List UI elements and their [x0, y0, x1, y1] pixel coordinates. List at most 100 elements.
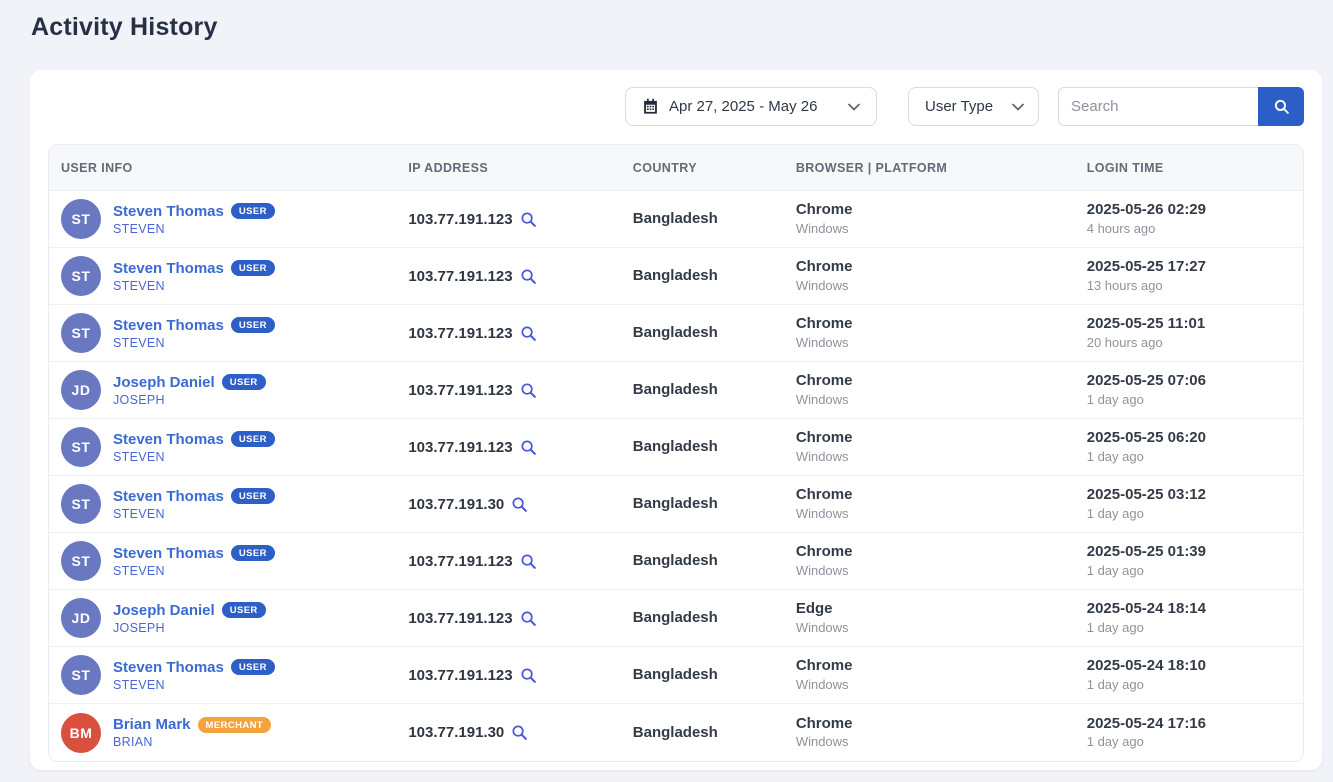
- activity-history-card: Apr 27, 2025 - May 26 User Type USER INF…: [30, 70, 1322, 770]
- platform: Windows: [795, 220, 849, 236]
- user-info-cell: ST Steven Thomas USER STEVEN: [49, 199, 396, 239]
- user-info-cell: JD Joseph Daniel USER JOSEPH: [49, 598, 396, 638]
- country: Bangladesh: [632, 552, 718, 569]
- ip-address-cell: 103.77.191.30: [396, 724, 620, 741]
- login-time: 2025-05-25 11:01: [1086, 315, 1206, 333]
- country: Bangladesh: [632, 609, 718, 626]
- country-cell: Bangladesh: [621, 552, 784, 570]
- ip-lookup-icon[interactable]: [520, 610, 537, 627]
- relative-time: 1 day ago: [1086, 391, 1144, 407]
- browser-platform-cell: Chrome Windows: [784, 257, 1075, 294]
- ip-lookup-icon[interactable]: [520, 667, 537, 684]
- user-name-link[interactable]: Steven Thomas: [113, 544, 224, 562]
- ip-lookup-icon[interactable]: [520, 382, 537, 399]
- avatar: ST: [61, 256, 101, 296]
- user-name-link[interactable]: Steven Thomas: [113, 202, 224, 220]
- user-type-select[interactable]: User Type: [908, 87, 1039, 126]
- username: STEVEN: [113, 506, 165, 521]
- page-title: Activity History: [31, 13, 218, 41]
- ip-lookup-icon[interactable]: [511, 496, 528, 513]
- platform: Windows: [795, 448, 849, 464]
- ip-address-cell: 103.77.191.123: [396, 325, 620, 342]
- login-time-cell: 2025-05-25 11:01 20 hours ago: [1075, 314, 1303, 351]
- browser-platform-cell: Chrome Windows: [784, 200, 1075, 237]
- login-time-cell: 2025-05-25 07:06 1 day ago: [1075, 371, 1303, 408]
- country-cell: Bangladesh: [621, 267, 784, 285]
- ip-address-cell: 103.77.191.30: [396, 496, 620, 513]
- calendar-icon: [642, 98, 659, 115]
- country-cell: Bangladesh: [621, 609, 784, 627]
- ip-lookup-icon[interactable]: [520, 325, 537, 342]
- user-name-link[interactable]: Steven Thomas: [113, 259, 224, 277]
- country-cell: Bangladesh: [621, 438, 784, 456]
- login-time: 2025-05-25 17:27: [1086, 258, 1206, 276]
- ip-address: 103.77.191.123: [408, 267, 513, 285]
- country-cell: Bangladesh: [621, 381, 784, 399]
- ip-address: 103.77.191.123: [408, 210, 513, 228]
- role-badge: USER: [230, 317, 275, 333]
- relative-time: 1 day ago: [1086, 734, 1144, 750]
- ip-lookup-icon[interactable]: [520, 211, 537, 228]
- browser-platform-cell: Edge Windows: [784, 599, 1075, 636]
- ip-address: 103.77.191.123: [408, 666, 513, 684]
- user-name-link[interactable]: Steven Thomas: [113, 487, 224, 505]
- ip-address: 103.77.191.30: [408, 724, 505, 741]
- activity-table: USER INFO IP ADDRESS COUNTRY BROWSER | P…: [48, 144, 1304, 762]
- date-range-label: Apr 27, 2025 - May 26: [669, 98, 818, 115]
- country: Bangladesh: [632, 210, 718, 227]
- table-header-row: USER INFO IP ADDRESS COUNTRY BROWSER | P…: [49, 145, 1303, 191]
- login-time-cell: 2025-05-25 03:12 1 day ago: [1075, 485, 1303, 522]
- ip-address: 103.77.191.123: [408, 609, 513, 627]
- platform: Windows: [795, 391, 849, 407]
- user-name-link[interactable]: Joseph Daniel: [113, 601, 215, 619]
- role-badge: MERCHANT: [197, 716, 272, 733]
- login-time-cell: 2025-05-25 01:39 1 day ago: [1075, 542, 1303, 579]
- role-badge: USER: [230, 260, 275, 276]
- country: Bangladesh: [632, 381, 718, 398]
- browser: Chrome: [795, 714, 853, 732]
- date-range-picker[interactable]: Apr 27, 2025 - May 26: [625, 87, 877, 126]
- ip-address-cell: 103.77.191.123: [396, 211, 620, 228]
- ip-lookup-icon[interactable]: [511, 724, 528, 741]
- login-time-cell: 2025-05-26 02:29 4 hours ago: [1075, 200, 1303, 237]
- ip-address: 103.77.191.123: [408, 324, 513, 342]
- column-header-ip-address: IP ADDRESS: [408, 161, 489, 175]
- avatar: JD: [61, 598, 101, 638]
- username: BRIAN: [113, 735, 153, 749]
- search-input[interactable]: [1058, 87, 1258, 126]
- relative-time: 1 day ago: [1086, 619, 1144, 635]
- user-name-link[interactable]: Steven Thomas: [113, 430, 224, 448]
- browser-platform-cell: Chrome Windows: [784, 542, 1075, 579]
- column-header-login-time: LOGIN TIME: [1086, 161, 1164, 175]
- country-cell: Bangladesh: [621, 666, 784, 684]
- country: Bangladesh: [632, 495, 718, 512]
- username: JOSEPH: [113, 392, 165, 407]
- table-row: BM Brian Mark MERCHANT BRIAN 103.77.191.…: [49, 704, 1303, 761]
- ip-lookup-icon[interactable]: [520, 553, 537, 570]
- browser: Chrome: [795, 429, 853, 447]
- ip-lookup-icon[interactable]: [520, 439, 537, 456]
- country-cell: Bangladesh: [621, 495, 784, 513]
- browser-platform-cell: Chrome Windows: [784, 428, 1075, 465]
- ip-address-cell: 103.77.191.123: [396, 667, 620, 684]
- table-row: JD Joseph Daniel USER JOSEPH 103.77.191.…: [49, 590, 1303, 647]
- username: STEVEN: [113, 221, 165, 236]
- login-time: 2025-05-25 01:39: [1086, 543, 1206, 561]
- relative-time: 20 hours ago: [1086, 334, 1163, 350]
- user-name-link[interactable]: Steven Thomas: [113, 316, 224, 334]
- search-icon: [1273, 98, 1290, 115]
- avatar: ST: [61, 199, 101, 239]
- country-cell: Bangladesh: [621, 210, 784, 228]
- user-name-link[interactable]: Brian Mark: [113, 716, 191, 733]
- avatar: ST: [61, 655, 101, 695]
- browser-platform-cell: Chrome Windows: [784, 371, 1075, 408]
- login-time: 2025-05-24 17:16: [1086, 714, 1206, 732]
- user-name-link[interactable]: Steven Thomas: [113, 658, 224, 676]
- search-button[interactable]: [1258, 87, 1304, 126]
- platform: Windows: [795, 505, 849, 521]
- ip-lookup-icon[interactable]: [520, 268, 537, 285]
- avatar: ST: [61, 313, 101, 353]
- table-row: ST Steven Thomas USER STEVEN 103.77.191.…: [49, 476, 1303, 533]
- user-name-link[interactable]: Joseph Daniel: [113, 373, 215, 391]
- ip-address: 103.77.191.123: [408, 381, 513, 399]
